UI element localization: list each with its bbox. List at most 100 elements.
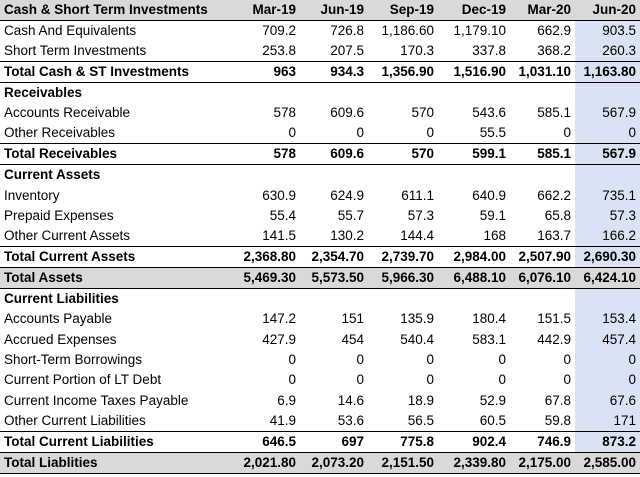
row-label: Current Income Taxes Payable: [4, 392, 189, 408]
cell-value: 1,356.90: [368, 61, 438, 83]
cell-value: [368, 289, 438, 310]
cell-value: 427.9: [262, 331, 296, 347]
cell-value: 1,179.10: [453, 23, 506, 38]
table-row: Other Receivables 0 0 0 55.5 0 0: [0, 123, 640, 144]
cell-value: 2,021.80: [232, 451, 300, 474]
cell-value: [438, 83, 510, 104]
cell-value: 163.7: [537, 228, 571, 244]
cell-value: 147.2: [262, 311, 296, 327]
cell-value: [438, 165, 510, 186]
row-label: Total Assets: [0, 267, 232, 290]
table-row: Short-Term Borrowings 0 0 0 0 0 0: [0, 349, 640, 371]
cell-value: 2,585.00: [575, 451, 640, 474]
row-label: Total Liablities: [0, 451, 232, 474]
cell-value: 60.5: [479, 412, 506, 428]
cell-value: 963: [232, 61, 300, 83]
cell-value: 1,186.60: [381, 23, 434, 38]
cell-value: 585.1: [537, 105, 571, 121]
cell-value: 2,507.90: [510, 246, 575, 269]
table-row: Other Current Assets 141.5 130.2 144.4 168 16…: [0, 226, 640, 247]
cell-value: 0: [563, 125, 571, 141]
cell-value: 1,031.10: [510, 61, 575, 83]
table-row: Cash And Equivalents 709.2 726.8 1,186.60 1,…: [0, 20, 640, 41]
row-label: Other Current Liabilities: [4, 412, 146, 428]
cell-value: [575, 164, 640, 186]
cell-value: 18.9: [407, 392, 434, 408]
cell-value: 599.1: [438, 143, 510, 166]
cell-value: 141.5: [262, 228, 296, 244]
cell-value: 41.9: [269, 412, 296, 428]
cell-value: [368, 83, 438, 104]
cell-value: [575, 82, 640, 103]
cell-value: 578: [273, 105, 296, 121]
cell-value: 543.6: [472, 105, 506, 121]
cell-value: 2,984.00: [438, 246, 510, 269]
cell-value: 5,966.30: [368, 267, 438, 290]
table-row: Short Term Investments 253.8 207.5 170.3 337…: [0, 41, 640, 62]
cell-value: [232, 289, 300, 310]
cell-value: 65.8: [544, 207, 571, 223]
cell-value: [368, 165, 438, 186]
cell-value: 207.5: [330, 43, 364, 58]
cell-value: 775.8: [368, 430, 438, 453]
table-body: Cash And Equivalents 709.2 726.8 1,186.60 1,…: [0, 20, 640, 474]
cell-value: 2,368.80: [232, 246, 300, 269]
cell-value: 0: [288, 125, 296, 141]
header-row: Cash & Short Term Investments Mar-19 Jun…: [0, 0, 640, 21]
cell-value: 0: [356, 351, 364, 367]
row-label: Accrued Expenses: [4, 331, 117, 347]
header-period: Jun-20: [575, 0, 640, 21]
cell-value: 873.2: [575, 430, 640, 453]
row-label: Total Receivables: [0, 143, 232, 166]
cell-value: 903.5: [575, 20, 640, 41]
cell-value: 709.2: [262, 23, 296, 38]
total-row: Total Liablities 2,021.80 2,073.20 2,151.50…: [0, 451, 640, 474]
row-label: Receivables: [4, 85, 83, 100]
row-label: Short-Term Borrowings: [4, 351, 143, 367]
cell-value: 6,424.10: [575, 267, 640, 290]
cell-value: 59.8: [544, 412, 571, 428]
table-row: Prepaid Expenses 55.4 55.7 57.3 59.1 65.8 57.3: [0, 205, 640, 227]
cell-value: 0: [575, 349, 640, 371]
cell-value: 0: [575, 123, 640, 144]
cell-value: 57.3: [575, 205, 640, 227]
cell-value: 180.4: [472, 311, 506, 327]
cell-value: [232, 165, 300, 186]
cell-value: 253.8: [262, 43, 296, 58]
cell-value: 0: [498, 372, 506, 388]
row-label: Other Current Assets: [4, 228, 131, 244]
cell-value: 170.3: [400, 43, 434, 58]
row-label: Short Term Investments: [4, 43, 147, 58]
cell-value: 662.9: [537, 23, 571, 38]
total-row: Total Cash & ST Investments 963 934.3 1,356…: [0, 61, 640, 83]
cell-value: 0: [356, 125, 364, 141]
row-label: Total Current Liabilities: [0, 430, 232, 453]
cell-value: 59.1: [479, 207, 506, 223]
header-period: Dec-19: [438, 0, 510, 21]
cell-value: 726.8: [330, 23, 364, 38]
cell-value: 583.1: [472, 331, 506, 347]
cell-value: 67.8: [544, 392, 571, 408]
cell-value: 168: [483, 228, 506, 244]
cell-value: 171: [575, 410, 640, 432]
cell-value: 151.5: [537, 311, 571, 327]
header-period: Mar-20: [510, 0, 575, 21]
cell-value: 166.2: [575, 226, 640, 247]
cell-value: 6,488.10: [438, 267, 510, 290]
total-row: Total Current Liabilities 646.5 697 775.8 90…: [0, 430, 640, 453]
cell-value: 630.9: [262, 187, 296, 203]
cell-value: 52.9: [479, 392, 506, 408]
cell-value: 2,151.50: [368, 451, 438, 474]
table-row: Inventory 630.9 624.9 611.1 640.9 662.2 735.1: [0, 185, 640, 206]
header-period: Sep-19: [368, 0, 438, 21]
cell-value: 55.7: [337, 207, 364, 223]
cell-value: 1,163.80: [575, 61, 640, 83]
section-header-row: Current Liabilities: [0, 288, 640, 310]
cell-value: 2,739.70: [368, 246, 438, 269]
cell-value: 53.6: [337, 412, 364, 428]
cell-value: 0: [575, 370, 640, 391]
cell-value: 2,339.80: [438, 451, 510, 474]
total-row: Total Assets 5,469.30 5,573.50 5,966.30 6,48…: [0, 267, 640, 290]
cell-value: 144.4: [400, 228, 434, 244]
